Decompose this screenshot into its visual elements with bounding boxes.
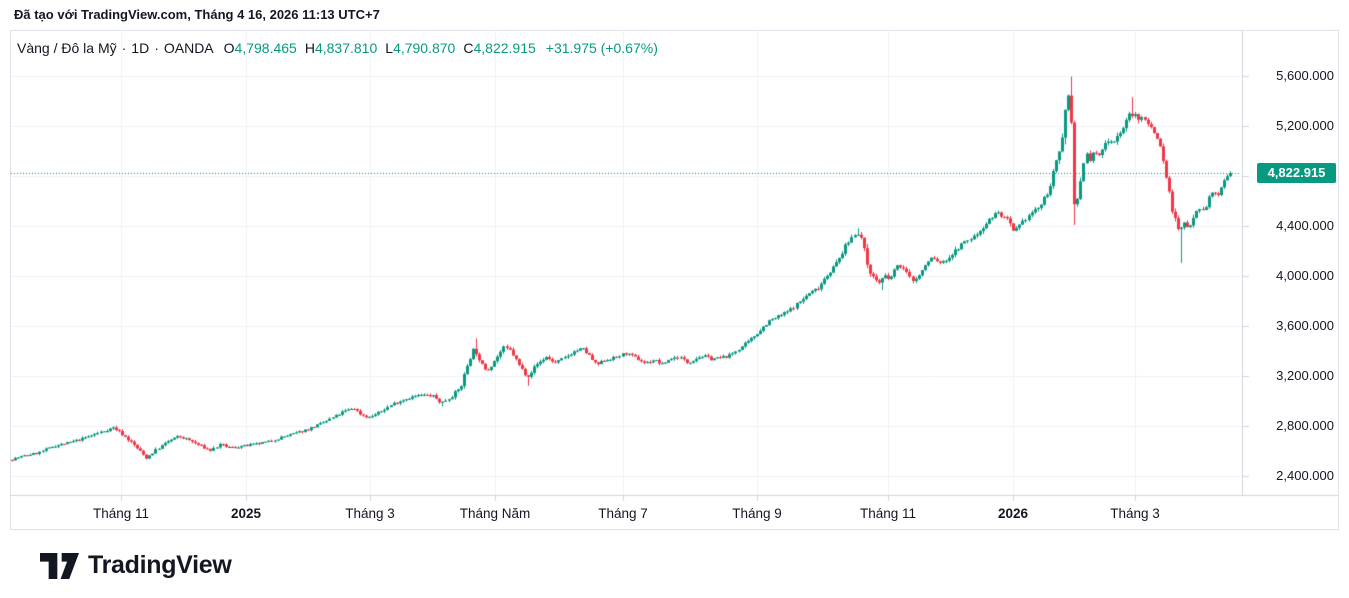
- time-axis-label: Tháng 9: [732, 506, 782, 521]
- close-label: C: [463, 40, 474, 56]
- last-price-value: 4,822.915: [1267, 165, 1326, 181]
- price-axis-label: 5,200.000: [1276, 118, 1334, 133]
- exchange-label: OANDA: [163, 40, 214, 56]
- high-label: H: [304, 40, 315, 56]
- open-label: O: [223, 40, 235, 56]
- price-axis-label: 2,400.000: [1276, 468, 1334, 483]
- open-value: 4,798.465: [234, 40, 297, 56]
- tradingview-logo-icon: [40, 552, 79, 579]
- time-axis-label: Tháng Năm: [459, 506, 531, 521]
- attribution-bar: Đã tạo với TradingView.com, Tháng 4 16, …: [14, 7, 380, 22]
- ohlc-values: O4,798.465 H4,837.810 L4,790.870 C4,822.915: [224, 40, 544, 56]
- symbol-title: Vàng / Đô la Mỹ: [17, 40, 117, 56]
- interval-label: 1D: [131, 40, 150, 56]
- attribution-text[interactable]: Đã tạo với TradingView.com, Tháng 4 16, …: [14, 7, 380, 22]
- tradingview-logo[interactable]: TradingView: [40, 551, 232, 580]
- high-value: 4,837.810: [314, 40, 378, 56]
- price-axis-label: 4,400.000: [1276, 218, 1334, 233]
- legend-separator: ·: [121, 40, 127, 56]
- last-price-badge: 4,822.915: [1257, 163, 1336, 184]
- price-axis[interactable]: 5,600.0005,200.0004,800.0004,400.0004,00…: [1242, 31, 1339, 495]
- time-axis-label: Tháng 7: [598, 506, 648, 521]
- time-axis-label: 2026: [997, 506, 1029, 521]
- close-value: 4,822.915: [473, 40, 536, 56]
- legend-separator: ·: [154, 40, 159, 56]
- change-text: +31.975 (+0.67%): [545, 40, 658, 56]
- time-axis[interactable]: Tháng 11 2025 Tháng 3 Tháng Năm Tháng 7 Tháng…: [0, 495, 1241, 529]
- low-label: L: [385, 40, 394, 56]
- price-axis-label: 2,800.000: [1276, 418, 1334, 433]
- time-axis-label: Tháng 11: [92, 506, 150, 521]
- time-axis-label: Tháng 11: [859, 506, 917, 521]
- symbol-legend: Vàng / Đô la Mỹ · 1D · OANDA O4,798.465 H4,837…: [17, 40, 658, 56]
- tradingview-logo-text: TradingView: [88, 551, 232, 579]
- price-axis-label: 3,200.000: [1276, 368, 1334, 383]
- price-axis-label: 4,000.000: [1276, 268, 1334, 283]
- time-axis-label: Tháng 3: [1110, 506, 1160, 521]
- low-value: 4,790.870: [393, 40, 456, 56]
- price-axis-label: 5,600.000: [1276, 68, 1334, 83]
- time-axis-label: 2025: [230, 506, 262, 521]
- price-axis-label: 3,600.000: [1276, 318, 1334, 333]
- time-axis-label: Tháng 3: [345, 506, 395, 521]
